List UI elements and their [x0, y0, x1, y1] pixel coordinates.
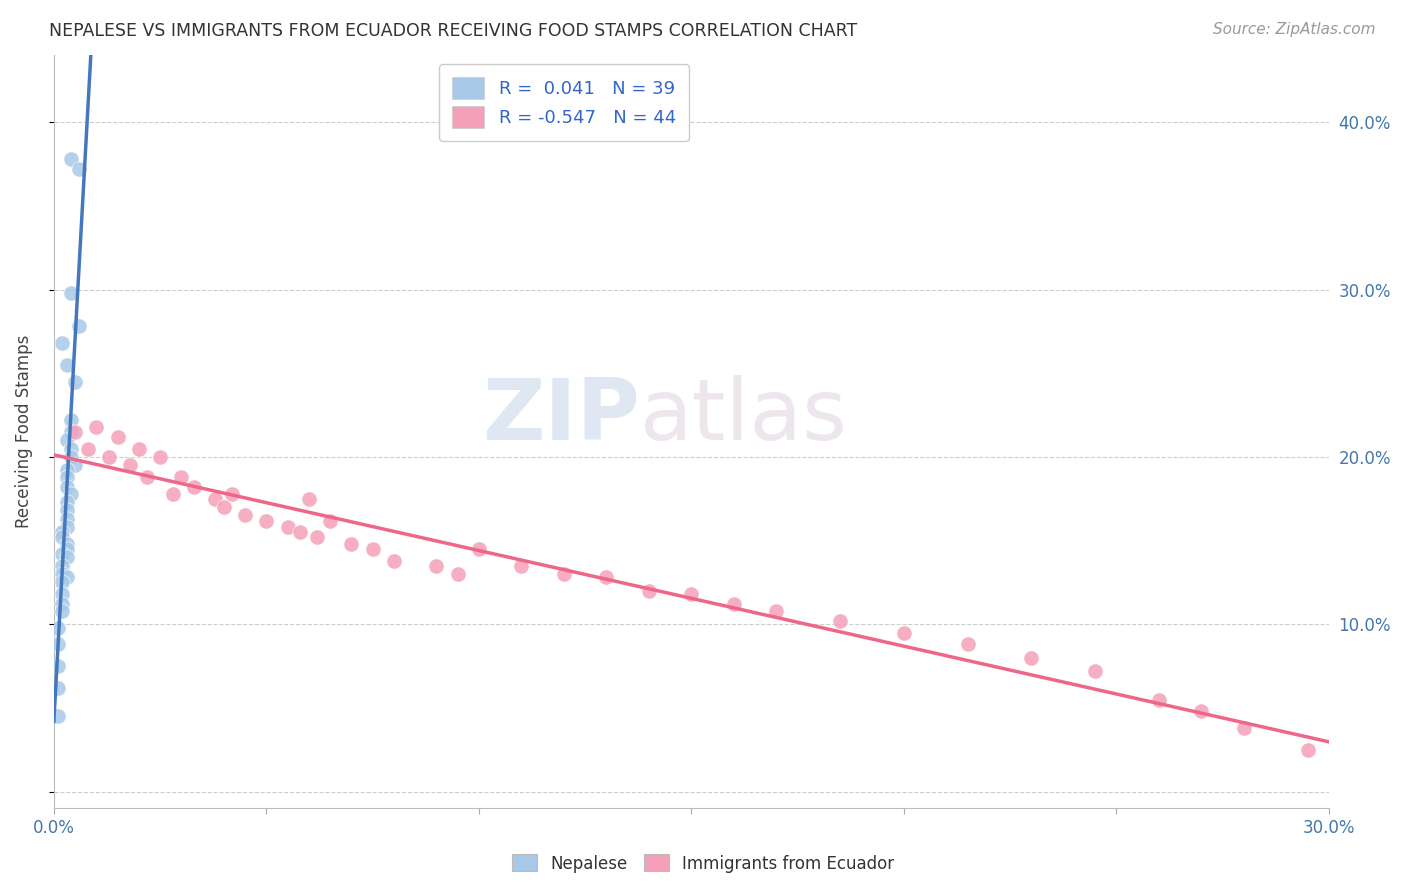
Point [51, 547, 73, 561]
Point [55, 470, 77, 484]
Point [446, 567, 468, 582]
Point [1296, 743, 1319, 757]
Point [59, 450, 82, 464]
Text: ZIP: ZIP [482, 376, 640, 458]
Point [67, 161, 90, 176]
Point [63, 375, 86, 389]
Point [55, 550, 77, 565]
Point [51, 558, 73, 573]
Legend: Nepalese, Immigrants from Ecuador: Nepalese, Immigrants from Ecuador [505, 847, 901, 880]
Point [59, 487, 82, 501]
Point [59, 413, 82, 427]
Point [67, 319, 90, 334]
Point [361, 541, 384, 556]
Point [277, 520, 299, 534]
Point [55, 541, 77, 556]
Point [55, 512, 77, 526]
Point [59, 442, 82, 456]
Point [51, 587, 73, 601]
Point [51, 525, 73, 540]
Point [46, 659, 69, 673]
Point [183, 480, 205, 494]
Legend: R =  0.041   N = 39, R = -0.547   N = 44: R = 0.041 N = 39, R = -0.547 N = 44 [439, 64, 689, 141]
Point [128, 442, 150, 456]
Y-axis label: Receiving Food Stamps: Receiving Food Stamps [15, 335, 32, 528]
Point [212, 500, 235, 515]
Point [59, 152, 82, 166]
Point [1084, 664, 1107, 678]
Text: atlas: atlas [640, 376, 848, 458]
Point [86, 419, 108, 434]
Point [637, 583, 659, 598]
Point [55, 537, 77, 551]
Point [55, 570, 77, 584]
Point [120, 458, 142, 473]
Point [55, 520, 77, 534]
Point [51, 567, 73, 582]
Point [46, 637, 69, 651]
Point [828, 614, 851, 628]
Point [681, 587, 703, 601]
Point [307, 530, 329, 544]
Point [55, 433, 77, 447]
Point [468, 541, 491, 556]
Text: NEPALESE VS IMMIGRANTS FROM ECUADOR RECEIVING FOOD STAMPS CORRELATION CHART: NEPALESE VS IMMIGRANTS FROM ECUADOR RECE… [49, 22, 858, 40]
Point [98, 450, 121, 464]
Point [63, 458, 86, 473]
Point [136, 470, 159, 484]
Point [59, 425, 82, 439]
Point [382, 554, 405, 568]
Point [149, 450, 172, 464]
Point [107, 430, 129, 444]
Point [233, 508, 256, 523]
Point [63, 425, 86, 439]
Point [46, 681, 69, 695]
Point [162, 487, 184, 501]
Point [425, 558, 447, 573]
Point [51, 530, 73, 544]
Point [553, 567, 575, 582]
Point [51, 597, 73, 611]
Point [298, 491, 321, 506]
Point [1233, 721, 1256, 735]
Point [893, 625, 915, 640]
Point [170, 470, 193, 484]
Point [46, 709, 69, 723]
Point [290, 525, 312, 540]
Point [55, 503, 77, 517]
Point [1019, 650, 1042, 665]
Point [340, 537, 363, 551]
Point [51, 336, 73, 351]
Text: Source: ZipAtlas.com: Source: ZipAtlas.com [1212, 22, 1375, 37]
Point [221, 487, 243, 501]
Point [765, 604, 787, 618]
Point [723, 597, 745, 611]
Point [595, 570, 617, 584]
Point [55, 495, 77, 509]
Point [46, 621, 69, 635]
Point [55, 358, 77, 372]
Point [956, 637, 979, 651]
Point [51, 604, 73, 618]
Point [319, 514, 342, 528]
Point [59, 285, 82, 300]
Point [55, 463, 77, 477]
Point [204, 491, 226, 506]
Point [1147, 692, 1170, 706]
Point [51, 575, 73, 590]
Point [254, 514, 277, 528]
Point [55, 480, 77, 494]
Point [1189, 704, 1212, 718]
Point [510, 558, 533, 573]
Point [76, 442, 98, 456]
